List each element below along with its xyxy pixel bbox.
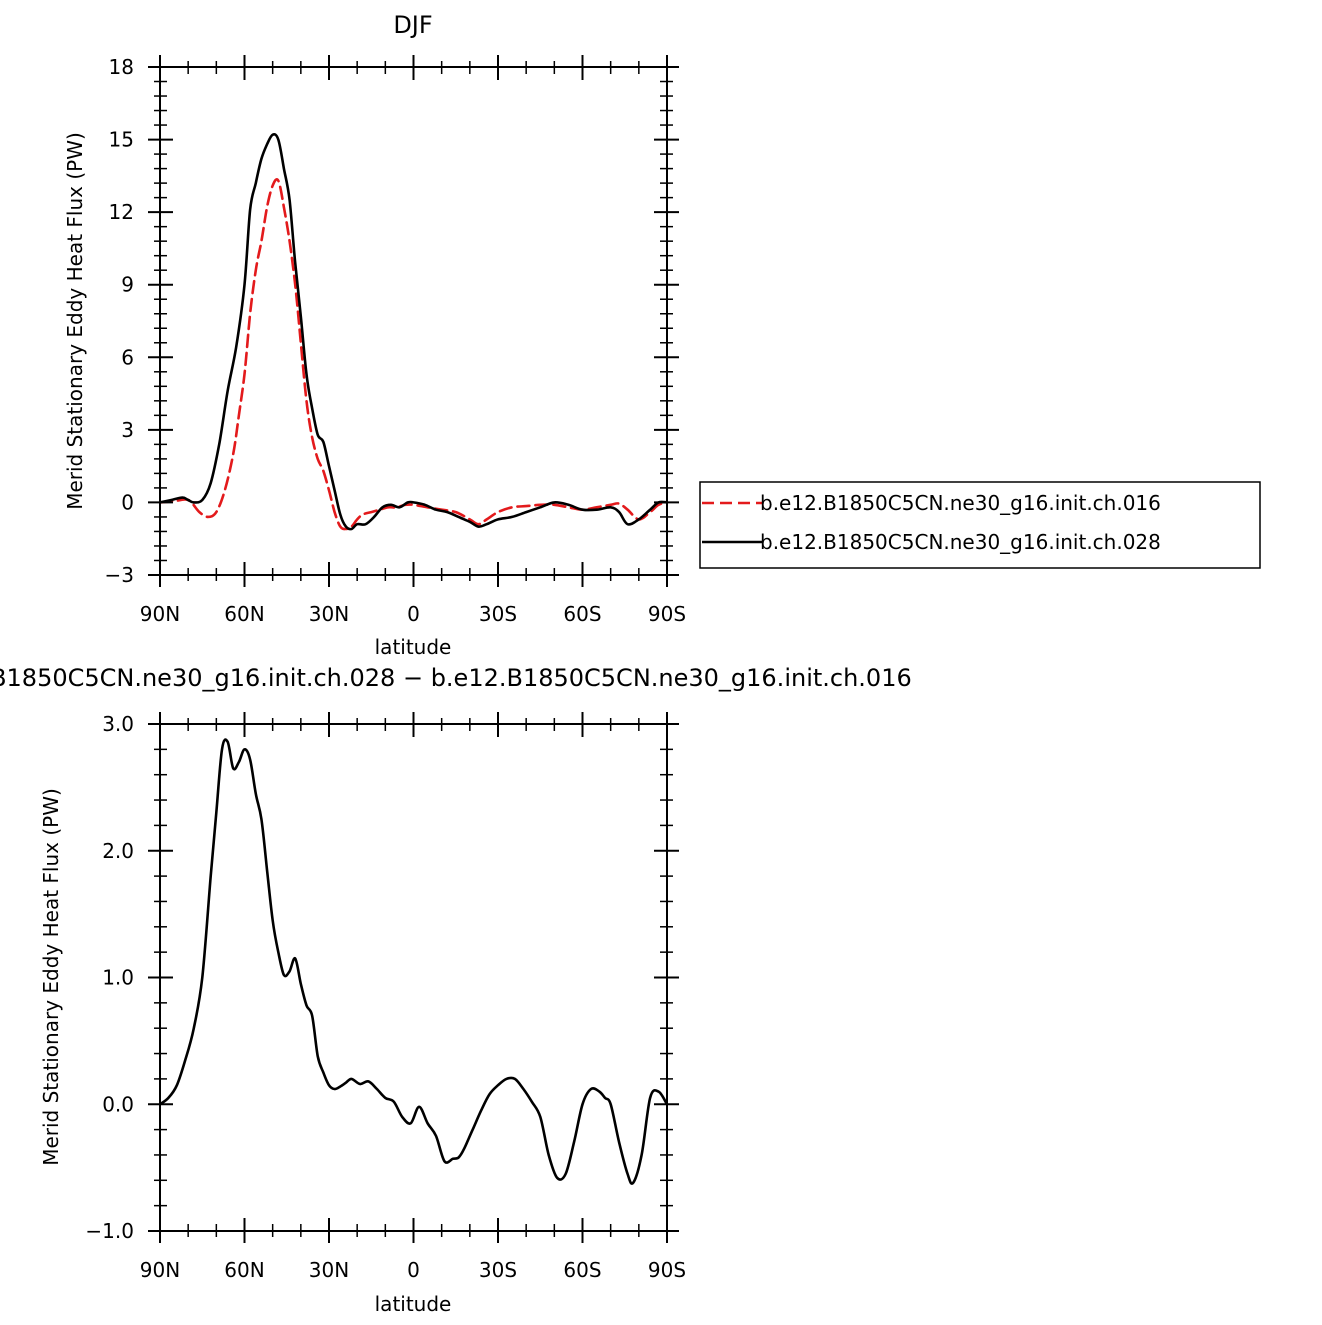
y-tick-label: 1.0 [102, 966, 134, 990]
y-tick-label: 3.0 [102, 712, 134, 736]
x-tick-label: 30N [309, 1258, 349, 1282]
series-line [158, 178, 669, 531]
series-line [158, 133, 669, 531]
x-tick-label: 60N [224, 602, 264, 626]
plot-frame [159, 66, 668, 576]
y-tick-label: 0.0 [102, 1092, 134, 1116]
chart-title: b.e12.B1850C5CN.ne30_g16.init.ch.028 − b… [0, 664, 912, 692]
y-axis-label: Merid Stationary Eddy Heat Flux (PW) [63, 132, 87, 510]
x-tick-label: 0 [407, 1258, 420, 1282]
y-tick-label: −1.0 [85, 1219, 134, 1243]
x-tick-label: 60N [224, 1258, 264, 1282]
chart-difference: b.e12.B1850C5CN.ne30_g16.init.ch.028 − b… [0, 664, 912, 1316]
y-tick-label: 15 [109, 128, 134, 152]
y-tick-label: 2.0 [102, 839, 134, 863]
legend: b.e12.B1850C5CN.ne30_g16.init.ch.016 b.e… [699, 481, 1261, 569]
x-axis-label: latitude [375, 635, 452, 659]
chart-djf: DJF Merid Stationary Eddy Heat Flux (PW)… [63, 11, 686, 659]
x-tick-label: 30S [479, 602, 517, 626]
y-axis-label: Merid Stationary Eddy Heat Flux (PW) [39, 788, 63, 1166]
x-axis-label: latitude [375, 1292, 452, 1316]
y-tick-label: 12 [109, 200, 134, 224]
x-tick-label: 90N [140, 602, 180, 626]
chart-title: DJF [393, 11, 432, 39]
x-tick-label: 0 [407, 602, 420, 626]
y-tick-label: 18 [109, 55, 134, 79]
x-tick-label: 30N [309, 602, 349, 626]
y-tick-label: 6 [121, 345, 134, 369]
x-tick-label: 90N [140, 1258, 180, 1282]
series-line [158, 738, 669, 1186]
x-tick-label: 90S [648, 1258, 686, 1282]
y-tick-label: 9 [121, 273, 134, 297]
x-tick-label: 60S [563, 1258, 601, 1282]
y-tick-label: −3 [105, 563, 134, 587]
y-tick-label: 3 [121, 418, 134, 442]
x-tick-label: 60S [563, 602, 601, 626]
y-tick-label: 0 [121, 490, 134, 514]
plot-frame [159, 723, 668, 1232]
x-tick-label: 30S [479, 1258, 517, 1282]
x-tick-label: 90S [648, 602, 686, 626]
legend-label-028: b.e12.B1850C5CN.ne30_g16.init.ch.028 [760, 530, 1161, 554]
legend-box [699, 481, 1261, 569]
legend-label-016: b.e12.B1850C5CN.ne30_g16.init.ch.016 [760, 491, 1161, 515]
